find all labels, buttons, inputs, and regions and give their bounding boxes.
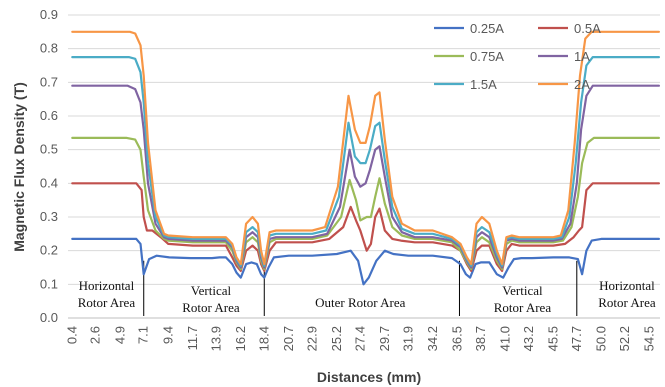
x-tick-label: 38.7 — [473, 326, 488, 351]
x-axis-title: Distances (mm) — [317, 369, 421, 385]
y-tick-label: 0.1 — [40, 276, 58, 291]
series-line-0_75A — [71, 136, 661, 271]
x-axis: 0.4 2.6 4.9 7.1 9.4 11.7 13.9 16.2 18.4 20.7 22.9 2… — [64, 326, 656, 351]
y-tick-label: 0.5 — [40, 142, 58, 157]
x-tick-label: 11.7 — [185, 326, 200, 350]
region-label: Vertical — [191, 283, 232, 298]
y-tick-label: 0.2 — [40, 243, 58, 258]
legend: 0.25A 0.5A 0.75A 1A 1.5A 2A — [434, 21, 601, 92]
x-tick-label: 9.4 — [160, 326, 175, 344]
x-tick-label: 34.2 — [425, 326, 440, 351]
region-label: Rotor Area — [182, 300, 240, 315]
gridlines — [68, 14, 660, 319]
region-label: Horizontal — [599, 278, 655, 293]
series-line-0_25A — [71, 237, 661, 286]
x-tick-label: 31.9 — [400, 326, 415, 351]
y-tick-label: 0.6 — [40, 108, 58, 123]
y-axis: 0.0 0.1 0.2 0.3 0.4 0.5 0.6 0.7 0.8 0.9 — [40, 7, 58, 325]
series-line-2A — [71, 30, 661, 266]
legend-label: 0.5A — [574, 21, 601, 36]
region-label: Rotor Area — [494, 300, 552, 315]
series-line-1_5A — [71, 55, 661, 267]
region-label: Rotor Area — [78, 295, 136, 310]
legend-label: 0.75A — [470, 49, 504, 64]
x-tick-label: 50.0 — [593, 326, 608, 351]
x-tick-label: 18.4 — [256, 326, 271, 351]
y-tick-label: 0.8 — [40, 41, 58, 56]
x-tick-label: 36.5 — [449, 326, 464, 351]
x-tick-label: 16.2 — [233, 326, 248, 351]
x-tick-label: 27.4 — [352, 326, 367, 351]
region-label: Horizontal — [79, 278, 135, 293]
x-tick-label: 47.7 — [569, 326, 584, 351]
x-tick-label: 52.2 — [617, 326, 632, 351]
x-tick-label: 13.9 — [208, 326, 223, 351]
legend-label: 1.5A — [470, 77, 497, 92]
x-tick-label: 25.2 — [329, 326, 344, 351]
x-tick-label: 41.0 — [497, 326, 512, 351]
y-tick-label: 0.9 — [40, 7, 58, 22]
series-line-1A — [71, 84, 661, 269]
y-axis-title: Magnetic Flux Density (T) — [11, 82, 27, 252]
legend-label: 2A — [574, 77, 590, 92]
x-tick-label: 20.7 — [281, 326, 296, 351]
x-tick-label: 29.7 — [377, 326, 392, 351]
x-tick-label: 54.5 — [641, 326, 656, 351]
series-line-0_5A — [71, 182, 661, 272]
legend-label: 0.25A — [470, 21, 504, 36]
x-tick-label: 7.1 — [136, 326, 151, 344]
x-tick-label: 22.9 — [304, 326, 319, 351]
x-tick-label: 2.6 — [88, 326, 103, 344]
region-label: Vertical — [502, 283, 543, 298]
x-tick-label: 45.5 — [545, 326, 560, 351]
region-label: Outer Rotor Area — [315, 295, 405, 310]
y-tick-label: 0.0 — [40, 310, 58, 325]
series-lines — [71, 30, 661, 286]
y-tick-label: 0.3 — [40, 209, 58, 224]
y-tick-label: 0.7 — [40, 74, 58, 89]
legend-label: 1A — [574, 49, 590, 64]
x-tick-label: 43.2 — [521, 326, 536, 351]
x-tick-label: 0.4 — [64, 326, 79, 344]
x-tick-label: 4.9 — [112, 326, 127, 344]
y-tick-label: 0.4 — [40, 175, 58, 190]
region-label: Rotor Area — [598, 295, 656, 310]
region-labels: Horizontal Rotor Area Vertical Rotor Area Ou… — [78, 278, 656, 315]
